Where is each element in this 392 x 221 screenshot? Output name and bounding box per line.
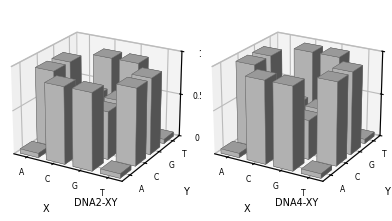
Y-axis label: Y: Y <box>183 187 189 197</box>
X-axis label: X: X <box>43 204 49 214</box>
X-axis label: X: X <box>243 204 250 214</box>
Title: DNA2-XY: DNA2-XY <box>74 198 117 208</box>
Title: DNA4-XY: DNA4-XY <box>275 198 318 208</box>
Y-axis label: Y: Y <box>383 187 389 197</box>
